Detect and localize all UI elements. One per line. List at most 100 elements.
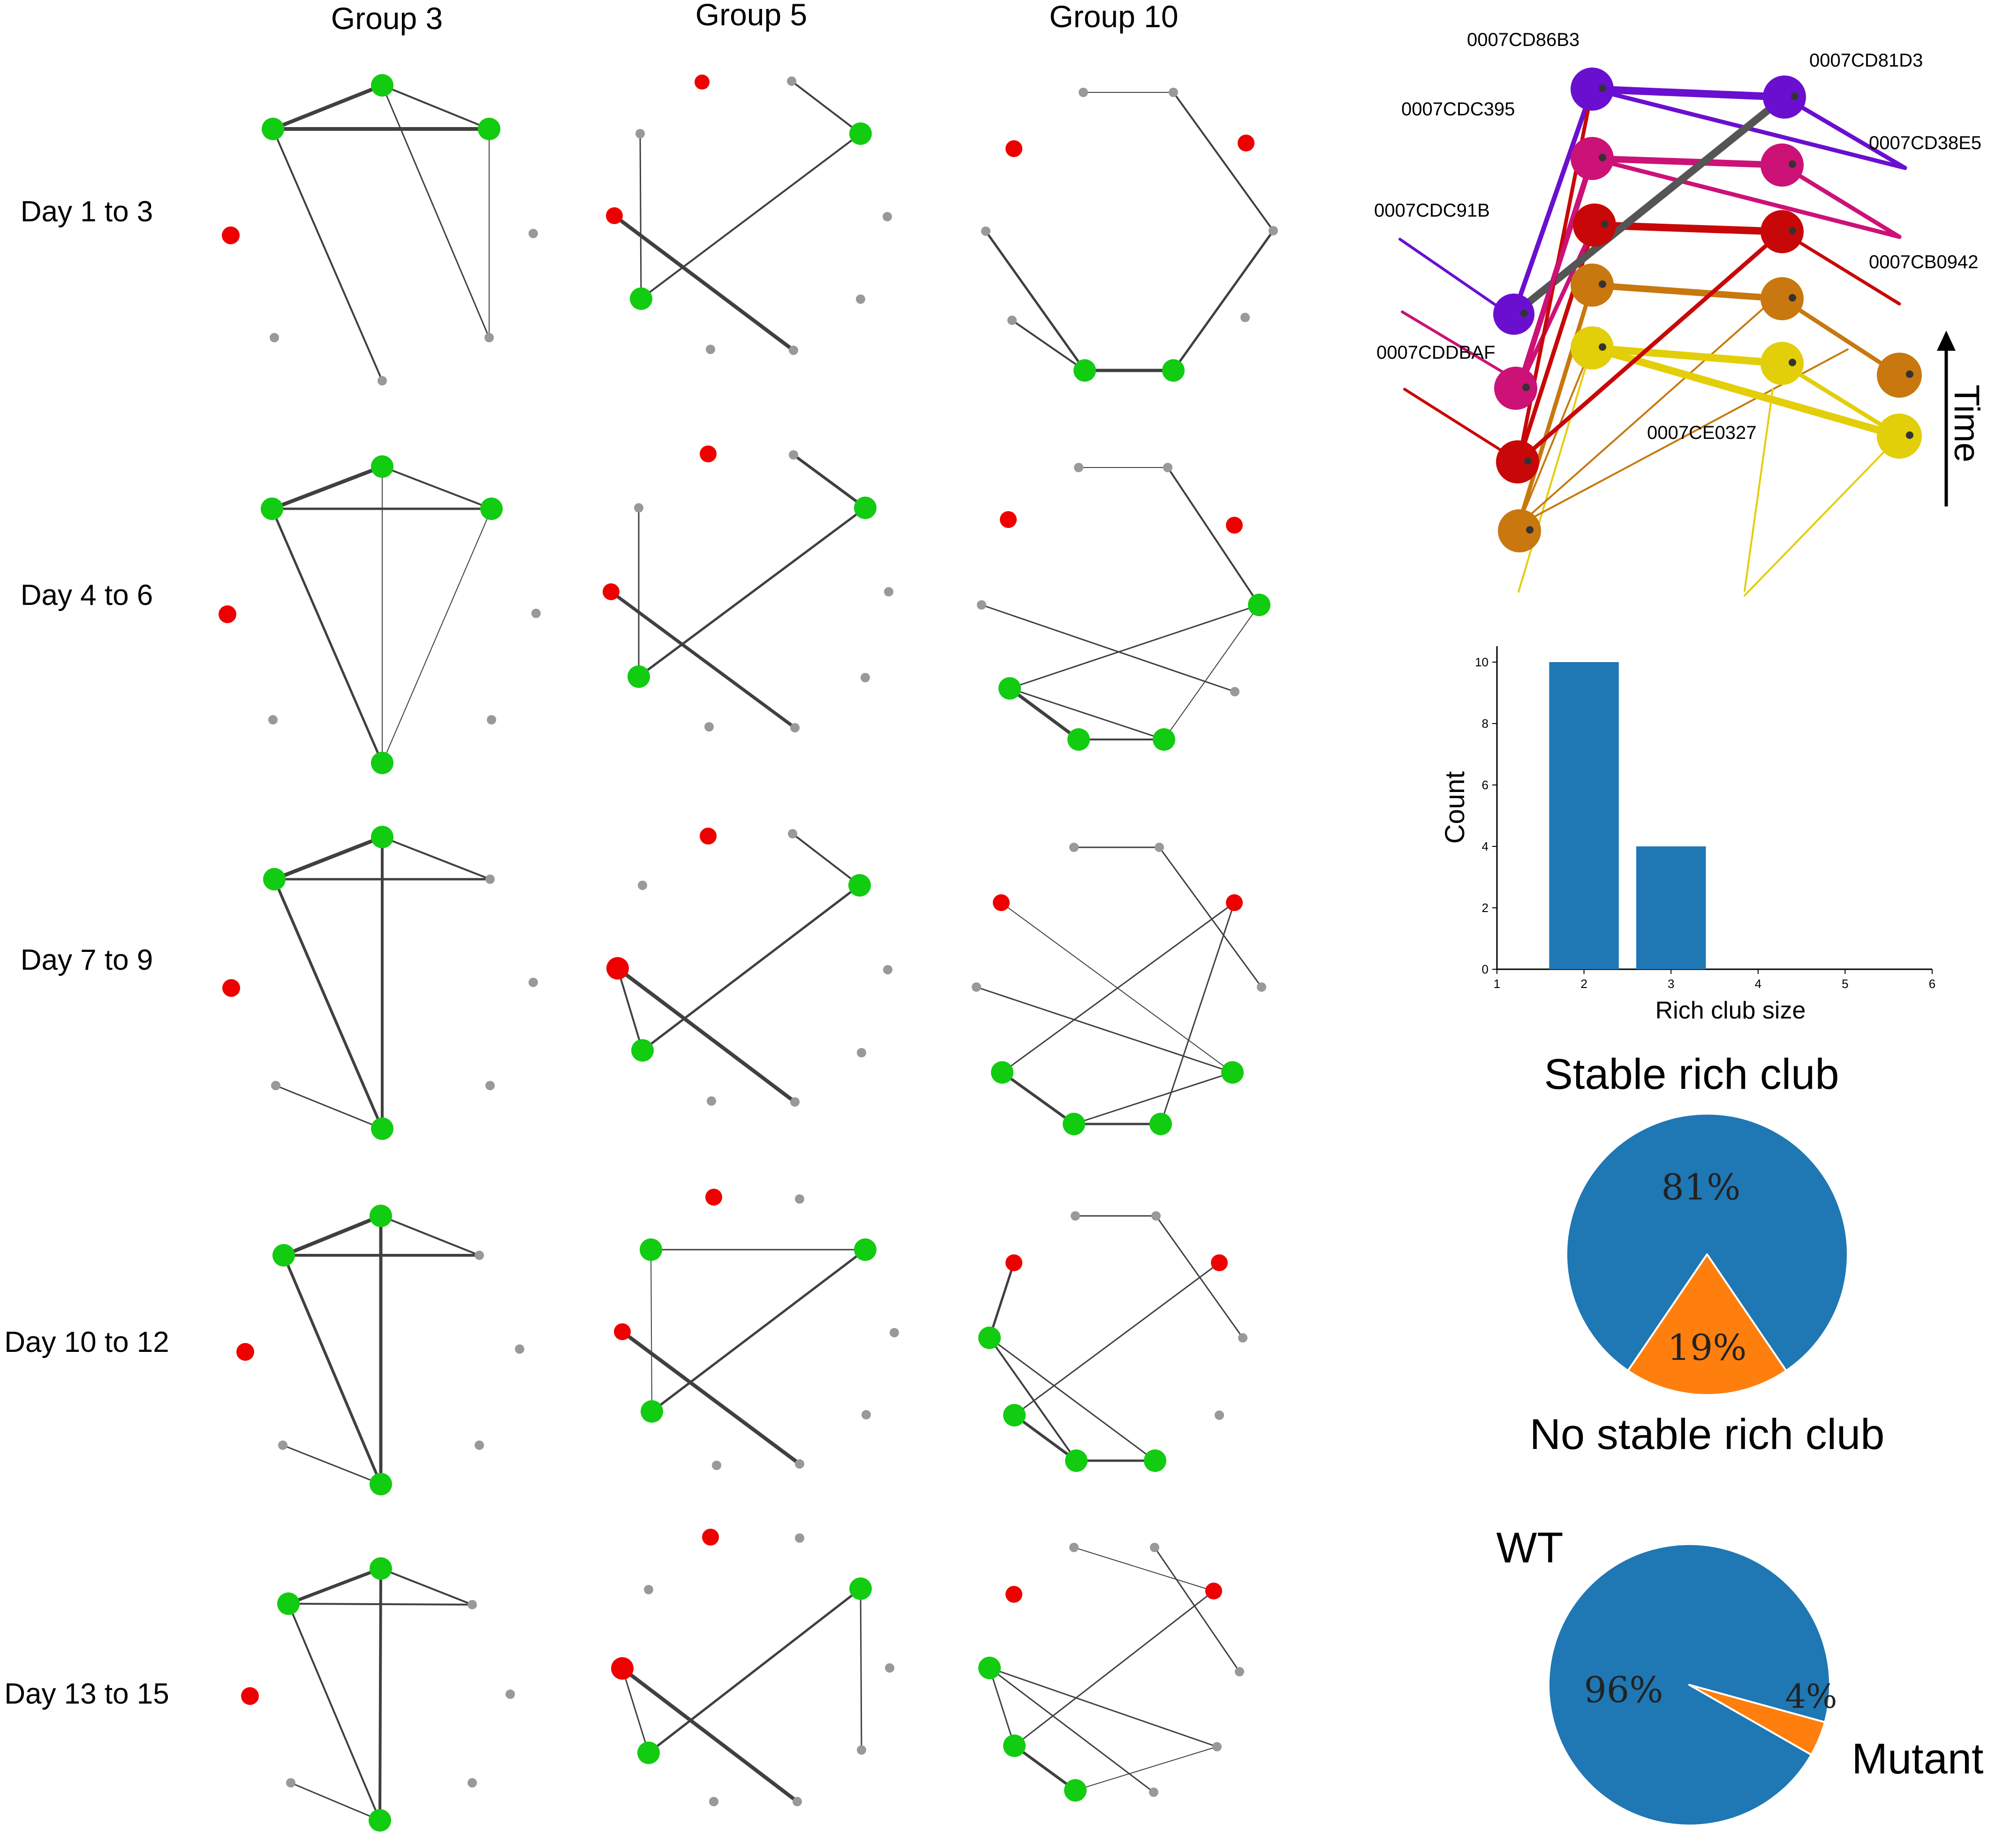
network-panel (222, 826, 538, 1140)
network-panel (606, 828, 892, 1107)
network-node (1074, 463, 1083, 472)
y-tick-label: 8 (1482, 717, 1489, 731)
period-label-4: Day 10 to 12 (4, 1326, 169, 1358)
network-node (270, 333, 279, 342)
timeline-node (1571, 326, 1614, 370)
network-node (1269, 226, 1278, 235)
timeline-edge (1518, 337, 1595, 593)
timeline-edge (1517, 157, 1594, 391)
timeline-node (1493, 294, 1534, 335)
network-node (630, 287, 652, 310)
timeline-id-0007CDC395: 0007CDC395 (1401, 99, 1515, 120)
timeline-node-marker (1791, 92, 1799, 100)
pie2-value-label-1: 96% (1584, 1669, 1663, 1711)
network-edge (1009, 604, 1260, 689)
network-edge (984, 230, 1086, 372)
network-node (268, 715, 278, 724)
pie-slice-0 (1565, 1112, 1849, 1372)
network-node (614, 1323, 631, 1340)
timeline-edge (1780, 361, 1902, 438)
timeline-id-0007CD86B3: 0007CD86B3 (1467, 30, 1579, 50)
timeline-id-0007CE0327: 0007CE0327 (1647, 422, 1757, 443)
network-edge (378, 1567, 382, 1822)
pie1-top-label: Stable rich club (1544, 1050, 1839, 1098)
network-edge (282, 1254, 382, 1486)
network-edge (1013, 1744, 1077, 1792)
network-node (884, 587, 893, 596)
pie1-value-label-2: 19% (1668, 1327, 1747, 1368)
timeline-edge (1516, 223, 1597, 464)
network-node (606, 207, 623, 224)
network-node (793, 1797, 802, 1806)
network-edge (620, 1667, 799, 1803)
timeline-node (1494, 367, 1537, 410)
genotype-pie: WT Mutant 96% 4% (1496, 1524, 1984, 1826)
timeline-edge (1744, 388, 1774, 592)
network-node (704, 722, 714, 732)
network-node (1003, 1404, 1026, 1426)
x-tick-label: 5 (1842, 977, 1848, 991)
network-node (700, 445, 717, 462)
network-node (1153, 728, 1175, 751)
network-edge (380, 1568, 473, 1606)
network-edge (1013, 1262, 1220, 1416)
network-node (789, 346, 798, 355)
timeline-node-marker (1601, 220, 1609, 228)
timeline-edge (1780, 230, 1901, 306)
timeline-edge (1780, 296, 1902, 377)
network-node (1069, 843, 1079, 852)
timeline-edge (1780, 163, 1902, 239)
group-3-title: Group 3 (331, 1, 443, 36)
network-node (603, 583, 620, 600)
network-edge (1008, 686, 1081, 741)
network-edge (609, 590, 797, 730)
network-node (1005, 140, 1022, 157)
network-node (993, 894, 1010, 911)
network-edge (989, 1337, 1077, 1462)
timeline-edge (1588, 344, 1903, 440)
network-node (712, 1461, 721, 1470)
network-node (790, 1097, 800, 1107)
network-node (222, 226, 240, 244)
network-node (1079, 88, 1088, 97)
network-node (487, 715, 496, 724)
network-edge (380, 1215, 480, 1256)
timeline-node-marker (1789, 359, 1796, 366)
network-node (1007, 316, 1017, 325)
timeline-node (1877, 414, 1922, 459)
network-graphs (219, 74, 1278, 1832)
timeline-edge (1518, 299, 1774, 526)
network-edge (612, 214, 795, 352)
network-edge (1009, 687, 1165, 740)
network-node (1067, 728, 1090, 751)
timeline-node (1761, 277, 1804, 320)
timeline-edge (1744, 435, 1900, 596)
network-node (370, 1473, 392, 1495)
rich-club-timeline: 0007CD86B3 0007CD81D3 0007CDC395 0007CD3… (1374, 30, 1987, 596)
bar-2 (1549, 662, 1619, 969)
timeline-node (1571, 137, 1614, 180)
network-node (1063, 1113, 1085, 1135)
timeline-node-marker (1789, 160, 1796, 168)
network-node (1169, 88, 1178, 97)
network-node (1212, 1742, 1222, 1751)
network-node (241, 1687, 259, 1705)
network-node (371, 455, 393, 478)
network-node (369, 1809, 391, 1832)
network-node (861, 1410, 871, 1419)
network-node (485, 1081, 495, 1090)
y-tick-label: 4 (1482, 839, 1489, 853)
network-node (978, 1657, 1001, 1679)
network-node (1000, 511, 1017, 528)
network-edge (282, 1444, 382, 1485)
network-edge (640, 133, 861, 300)
network-node (1149, 1788, 1158, 1797)
network-node (531, 609, 541, 618)
network-node (475, 1441, 484, 1450)
network-node (1151, 1211, 1161, 1221)
network-node (638, 881, 647, 890)
network-node (627, 665, 650, 688)
network-node (278, 1441, 287, 1450)
period-label-1: Day 1 to 3 (21, 196, 153, 228)
